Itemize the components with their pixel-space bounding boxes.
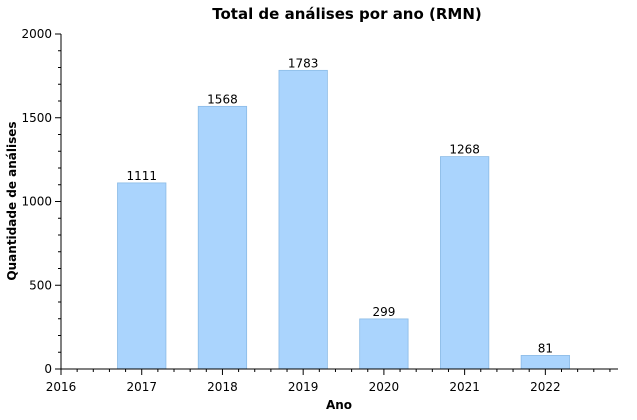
bar-2019 [278,69,328,370]
x-tick-label-2020: 2020 [369,380,400,394]
data-label-2019: 1783 [288,56,319,70]
data-label-2021: 1268 [449,143,480,157]
bar-2017 [117,182,167,370]
x-tick-label-2017: 2017 [126,380,157,394]
bar-2020 [359,318,409,370]
data-label-2017: 1111 [126,169,157,183]
y-tick-label-0: 0 [44,362,52,376]
y-tick-label-1500: 1500 [21,111,52,125]
bar-2018 [197,105,248,370]
x-tick-label-2018: 2018 [207,380,238,394]
y-tick-label-500: 500 [29,278,52,292]
data-label-2020: 299 [372,305,395,319]
data-label-2018: 1568 [207,92,238,106]
data-label-2022: 81 [538,341,553,355]
x-tick-label-2019: 2019 [288,380,319,394]
y-tick-label-2000: 2000 [21,27,52,41]
chart-title: Total de análises por ano (RMN) [212,5,482,23]
x-tick-label-2021: 2021 [449,380,480,394]
bar-2022 [520,355,570,370]
plot-area: 1111 1568 1783 299 1268 81 0 500 1000 1500 2000 201… [21,27,618,394]
y-axis-label: Quantidade de análises [5,121,19,280]
bar-2021 [440,156,490,370]
x-axis-label: Ano [326,398,352,412]
x-tick-label-2022: 2022 [530,380,561,394]
y-tick-label-1000: 1000 [21,195,52,209]
x-tick-label-2016: 2016 [46,380,77,394]
